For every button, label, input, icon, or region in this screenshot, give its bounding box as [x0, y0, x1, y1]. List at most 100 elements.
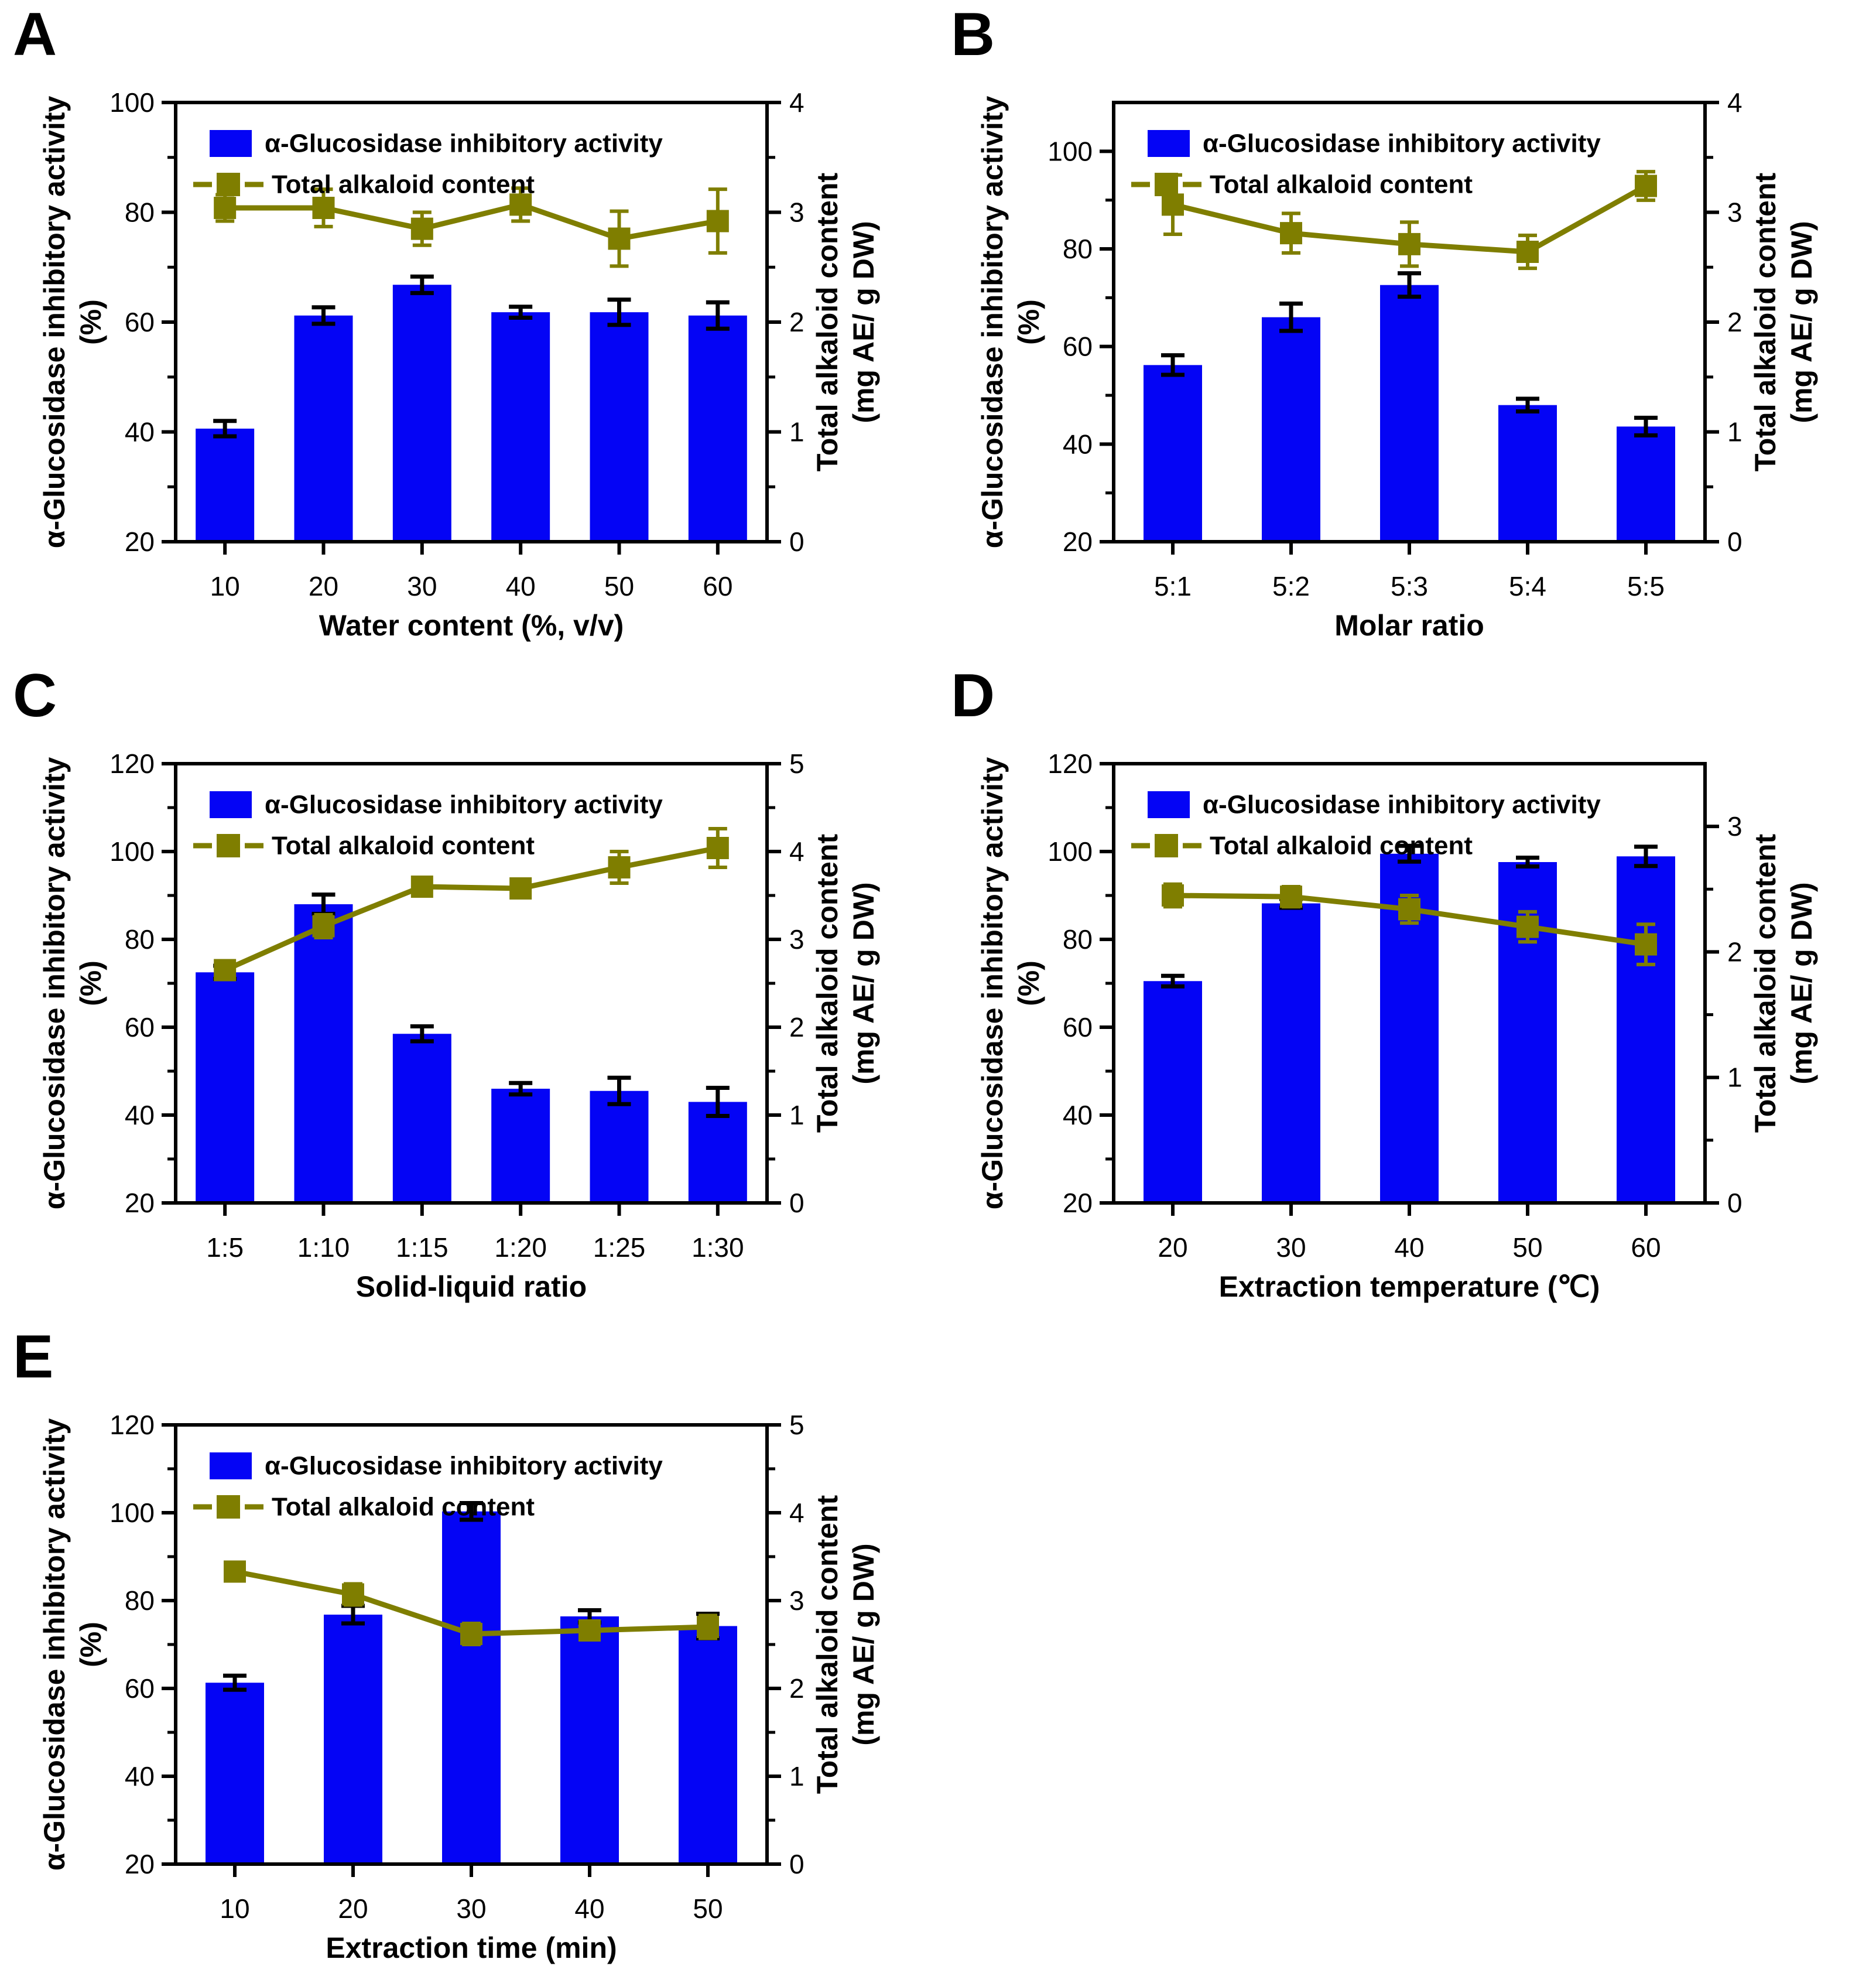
- bar: [491, 312, 550, 542]
- right-tick-label: 5: [789, 1410, 805, 1440]
- legend-bar-swatch: [1148, 130, 1190, 157]
- line-marker: [509, 877, 532, 900]
- left-tick-label: 120: [109, 748, 155, 779]
- bar: [1262, 317, 1320, 542]
- x-tick-label: 5:4: [1509, 571, 1546, 601]
- chart-solid-liquid-ratio: 20 40 60 80 100 120 0 1 2 3 4 5 1:5 1:10 1:15 1:20 1:25 1…: [38, 748, 880, 1303]
- line-marker: [1398, 898, 1420, 921]
- left-tick-label: 60: [125, 1012, 155, 1042]
- left-axis-title: α-Glucosidase inhibitory activity: [976, 96, 1009, 549]
- bar: [1498, 405, 1557, 542]
- right-tick-label: 3: [789, 924, 805, 955]
- panel-d-label: D: [951, 662, 995, 730]
- right-tick-label: 1: [789, 1761, 805, 1791]
- x-tick-label: 5:1: [1154, 571, 1192, 601]
- x-tick-label: 30: [407, 571, 437, 601]
- left-tick-label: 100: [109, 87, 155, 118]
- right-tick-label: 0: [1727, 526, 1743, 557]
- line-marker: [312, 915, 335, 938]
- line-marker: [460, 1623, 482, 1645]
- x-tick-label: 1:20: [494, 1232, 547, 1263]
- bar: [590, 312, 649, 542]
- bar: [1144, 981, 1202, 1203]
- left-tick-label: 120: [109, 1410, 155, 1440]
- line-marker: [697, 1616, 719, 1638]
- left-tick-label: 40: [1063, 1100, 1093, 1130]
- legend-line-label: Total alkaloid content: [272, 170, 535, 199]
- left-tick-label: 60: [1063, 1012, 1093, 1042]
- legend-bar-label: α-Glucosidase inhibitory activity: [265, 1452, 663, 1481]
- right-axis-title: Total alkaloid content: [1749, 834, 1782, 1133]
- left-tick-label: 100: [1047, 136, 1093, 166]
- line-marker: [1280, 885, 1302, 908]
- left-tick-label: 40: [125, 1100, 155, 1130]
- right-axis-title: Total alkaloid content: [811, 173, 844, 472]
- legend-line-marker: [217, 1495, 240, 1519]
- right-tick-label: 4: [1727, 87, 1743, 118]
- x-tick-label: 50: [1512, 1232, 1542, 1263]
- line-marker: [410, 876, 433, 898]
- line-marker: [608, 227, 631, 250]
- left-tick-label: 100: [1047, 836, 1093, 867]
- chart-extraction-time: 20 40 60 80 100 120 0 1 2 3 4 5 10 20 30 40 50 α-Glucosid…: [38, 1410, 880, 1964]
- chart-molar-ratio: 20 40 60 80 100 0 1 2 3 4 5:1 5:2 5:3 5:4 5:5 α-Glucosi…: [976, 87, 1818, 642]
- panel-c-label: C: [13, 662, 57, 730]
- left-tick-label: 80: [1063, 924, 1093, 955]
- x-tick-label: 40: [1394, 1232, 1424, 1263]
- right-tick-label: 0: [789, 1849, 805, 1879]
- bar: [196, 428, 255, 542]
- right-tick-label: 2: [1727, 936, 1743, 967]
- left-axis-title: α-Glucosidase inhibitory activity: [38, 757, 71, 1210]
- left-tick-label: 20: [1063, 1188, 1093, 1218]
- x-axis-title: Molar ratio: [1334, 609, 1484, 642]
- line-marker: [578, 1619, 601, 1642]
- bar: [688, 1102, 747, 1203]
- right-tick-label: 0: [1727, 1188, 1743, 1218]
- x-tick-label: 1:5: [206, 1232, 244, 1263]
- line-marker: [410, 217, 433, 240]
- right-tick-label: 0: [789, 1188, 805, 1218]
- left-tick-label: 60: [1063, 331, 1093, 362]
- x-axis-title: Extraction time (min): [326, 1931, 617, 1964]
- right-axis-title-units: (mg AE/ g DW): [1785, 221, 1818, 423]
- panel-b-label: B: [951, 1, 995, 69]
- legend-bar-label: α-Glucosidase inhibitory activity: [265, 791, 663, 819]
- right-tick-label: 2: [1727, 307, 1743, 337]
- line-marker: [1516, 241, 1539, 263]
- x-tick-label: 1:15: [396, 1232, 449, 1263]
- left-axis-title-units: (%): [74, 960, 107, 1006]
- left-axis-title: α-Glucosidase inhibitory activity: [38, 96, 71, 549]
- x-tick-label: 50: [604, 571, 634, 601]
- line-marker: [509, 193, 532, 216]
- left-axis-title-units: (%): [1012, 299, 1045, 345]
- line-marker: [312, 197, 335, 219]
- bar: [1262, 903, 1320, 1203]
- right-tick-label: 1: [789, 417, 805, 447]
- left-tick-label: 80: [125, 197, 155, 228]
- legend-line-label: Total alkaloid content: [1210, 170, 1473, 199]
- line-marker: [706, 210, 729, 233]
- legend-line-marker: [1155, 173, 1178, 196]
- panel-c: 20 40 60 80 100 120 0 1 2 3 4 5 1:5 1:10 1:15 1:20 1:25 1…: [0, 661, 938, 1322]
- x-tick-label: 5:5: [1627, 571, 1665, 601]
- x-tick-label: 40: [574, 1893, 604, 1924]
- right-tick-label: 3: [789, 1585, 805, 1616]
- right-tick-label: 0: [789, 526, 805, 557]
- line-marker: [706, 837, 729, 859]
- line-marker: [214, 959, 237, 982]
- right-tick-label: 4: [789, 1497, 805, 1528]
- right-tick-label: 1: [1727, 1062, 1743, 1093]
- bar: [1144, 365, 1202, 542]
- left-axis-title: α-Glucosidase inhibitory activity: [38, 1418, 71, 1871]
- x-tick-label: 30: [456, 1893, 486, 1924]
- line-marker: [1162, 884, 1184, 907]
- line-marker: [1280, 222, 1302, 245]
- legend-line-marker: [217, 173, 240, 196]
- chart-water-content: 20 40 60 80 100 0 1 2 3 4 10 20 30 40 50 60 α-Glucosidas…: [38, 87, 880, 642]
- panel-e-label: E: [13, 1323, 54, 1391]
- x-axis-title: Water content (%, v/v): [319, 609, 624, 642]
- x-tick-label: 60: [703, 571, 732, 601]
- right-axis-title-units: (mg AE/ g DW): [847, 221, 880, 423]
- x-tick-label: 20: [309, 571, 338, 601]
